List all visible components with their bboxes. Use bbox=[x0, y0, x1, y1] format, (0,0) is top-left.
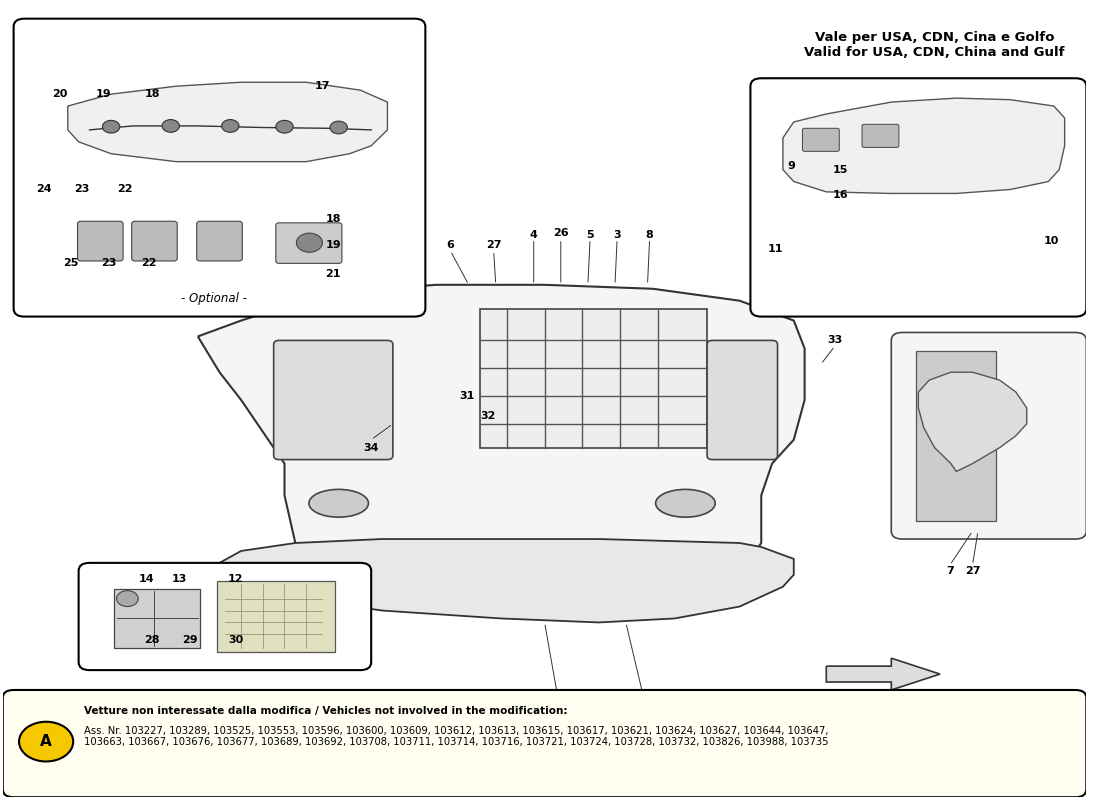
Text: 32: 32 bbox=[481, 411, 496, 421]
PathPatch shape bbox=[783, 98, 1065, 194]
Text: 12: 12 bbox=[228, 574, 243, 584]
FancyBboxPatch shape bbox=[114, 589, 200, 648]
FancyBboxPatch shape bbox=[218, 581, 336, 652]
Circle shape bbox=[296, 233, 322, 252]
FancyBboxPatch shape bbox=[132, 222, 177, 261]
FancyBboxPatch shape bbox=[707, 341, 778, 459]
Text: 6: 6 bbox=[447, 240, 454, 250]
FancyBboxPatch shape bbox=[3, 690, 1087, 798]
Circle shape bbox=[117, 590, 139, 606]
Text: 9: 9 bbox=[788, 161, 795, 170]
FancyBboxPatch shape bbox=[750, 78, 1087, 317]
Text: - Optional -: - Optional - bbox=[182, 292, 248, 305]
Text: 27: 27 bbox=[965, 566, 980, 576]
Ellipse shape bbox=[656, 490, 715, 517]
PathPatch shape bbox=[826, 658, 940, 690]
Text: 18: 18 bbox=[144, 89, 161, 99]
PathPatch shape bbox=[918, 372, 1026, 471]
Text: 1: 1 bbox=[644, 717, 651, 726]
FancyBboxPatch shape bbox=[13, 18, 426, 317]
Text: 13: 13 bbox=[172, 574, 187, 584]
FancyBboxPatch shape bbox=[197, 222, 242, 261]
FancyBboxPatch shape bbox=[274, 341, 393, 459]
Text: 2: 2 bbox=[557, 717, 564, 726]
Text: 22: 22 bbox=[141, 258, 157, 267]
Text: 24: 24 bbox=[36, 185, 52, 194]
Text: Ass. Nr. 103227, 103289, 103525, 103553, 103596, 103600, 103609, 103612, 103613,: Ass. Nr. 103227, 103289, 103525, 103553,… bbox=[84, 726, 828, 747]
Text: 14: 14 bbox=[139, 574, 155, 584]
Text: 8: 8 bbox=[646, 230, 653, 240]
Text: 26: 26 bbox=[553, 228, 569, 238]
Circle shape bbox=[330, 121, 348, 134]
Text: 31: 31 bbox=[459, 391, 474, 401]
FancyBboxPatch shape bbox=[77, 222, 123, 261]
Text: 4: 4 bbox=[530, 230, 538, 240]
Text: 17: 17 bbox=[315, 81, 330, 91]
Text: Vetture non interessate dalla modifica / Vehicles not involved in the modificati: Vetture non interessate dalla modifica /… bbox=[84, 706, 568, 716]
Text: 23: 23 bbox=[101, 258, 117, 267]
FancyBboxPatch shape bbox=[480, 309, 707, 448]
Text: 29: 29 bbox=[183, 635, 198, 645]
Text: 10: 10 bbox=[1044, 236, 1059, 246]
PathPatch shape bbox=[220, 539, 794, 622]
Text: 28: 28 bbox=[144, 635, 161, 645]
Text: 33: 33 bbox=[827, 335, 843, 346]
Text: 18: 18 bbox=[326, 214, 341, 224]
Text: Enallo
forparts
1995: Enallo forparts 1995 bbox=[419, 329, 714, 598]
Circle shape bbox=[222, 119, 239, 132]
Text: 11: 11 bbox=[768, 244, 783, 254]
FancyBboxPatch shape bbox=[78, 563, 371, 670]
Text: 27: 27 bbox=[486, 240, 502, 250]
FancyBboxPatch shape bbox=[862, 124, 899, 147]
Circle shape bbox=[19, 722, 74, 762]
Text: 22: 22 bbox=[118, 185, 133, 194]
Circle shape bbox=[102, 120, 120, 133]
Text: 20: 20 bbox=[53, 89, 68, 99]
FancyBboxPatch shape bbox=[891, 333, 1087, 539]
Circle shape bbox=[276, 120, 294, 133]
Text: 19: 19 bbox=[96, 89, 111, 99]
Text: A: A bbox=[41, 734, 52, 749]
Text: 34: 34 bbox=[598, 717, 614, 726]
Text: 30: 30 bbox=[228, 635, 243, 645]
Text: Vale per USA, CDN, Cina e Golfo: Vale per USA, CDN, Cina e Golfo bbox=[815, 30, 1055, 43]
Text: 21: 21 bbox=[326, 270, 341, 279]
Text: 25: 25 bbox=[64, 258, 79, 267]
Text: 3: 3 bbox=[614, 230, 622, 240]
Text: 34: 34 bbox=[363, 442, 378, 453]
Ellipse shape bbox=[309, 490, 368, 517]
Text: 23: 23 bbox=[74, 185, 89, 194]
FancyBboxPatch shape bbox=[276, 223, 342, 263]
Text: 19: 19 bbox=[326, 240, 341, 250]
Text: 16: 16 bbox=[833, 190, 848, 200]
Circle shape bbox=[162, 119, 179, 132]
Text: 7: 7 bbox=[946, 566, 954, 576]
Text: Valid for USA, CDN, China and Gulf: Valid for USA, CDN, China and Gulf bbox=[804, 46, 1065, 59]
FancyBboxPatch shape bbox=[802, 128, 839, 151]
Text: 5: 5 bbox=[586, 230, 594, 240]
PathPatch shape bbox=[198, 285, 804, 614]
PathPatch shape bbox=[68, 82, 387, 162]
Text: 15: 15 bbox=[833, 165, 848, 174]
FancyBboxPatch shape bbox=[916, 350, 997, 521]
